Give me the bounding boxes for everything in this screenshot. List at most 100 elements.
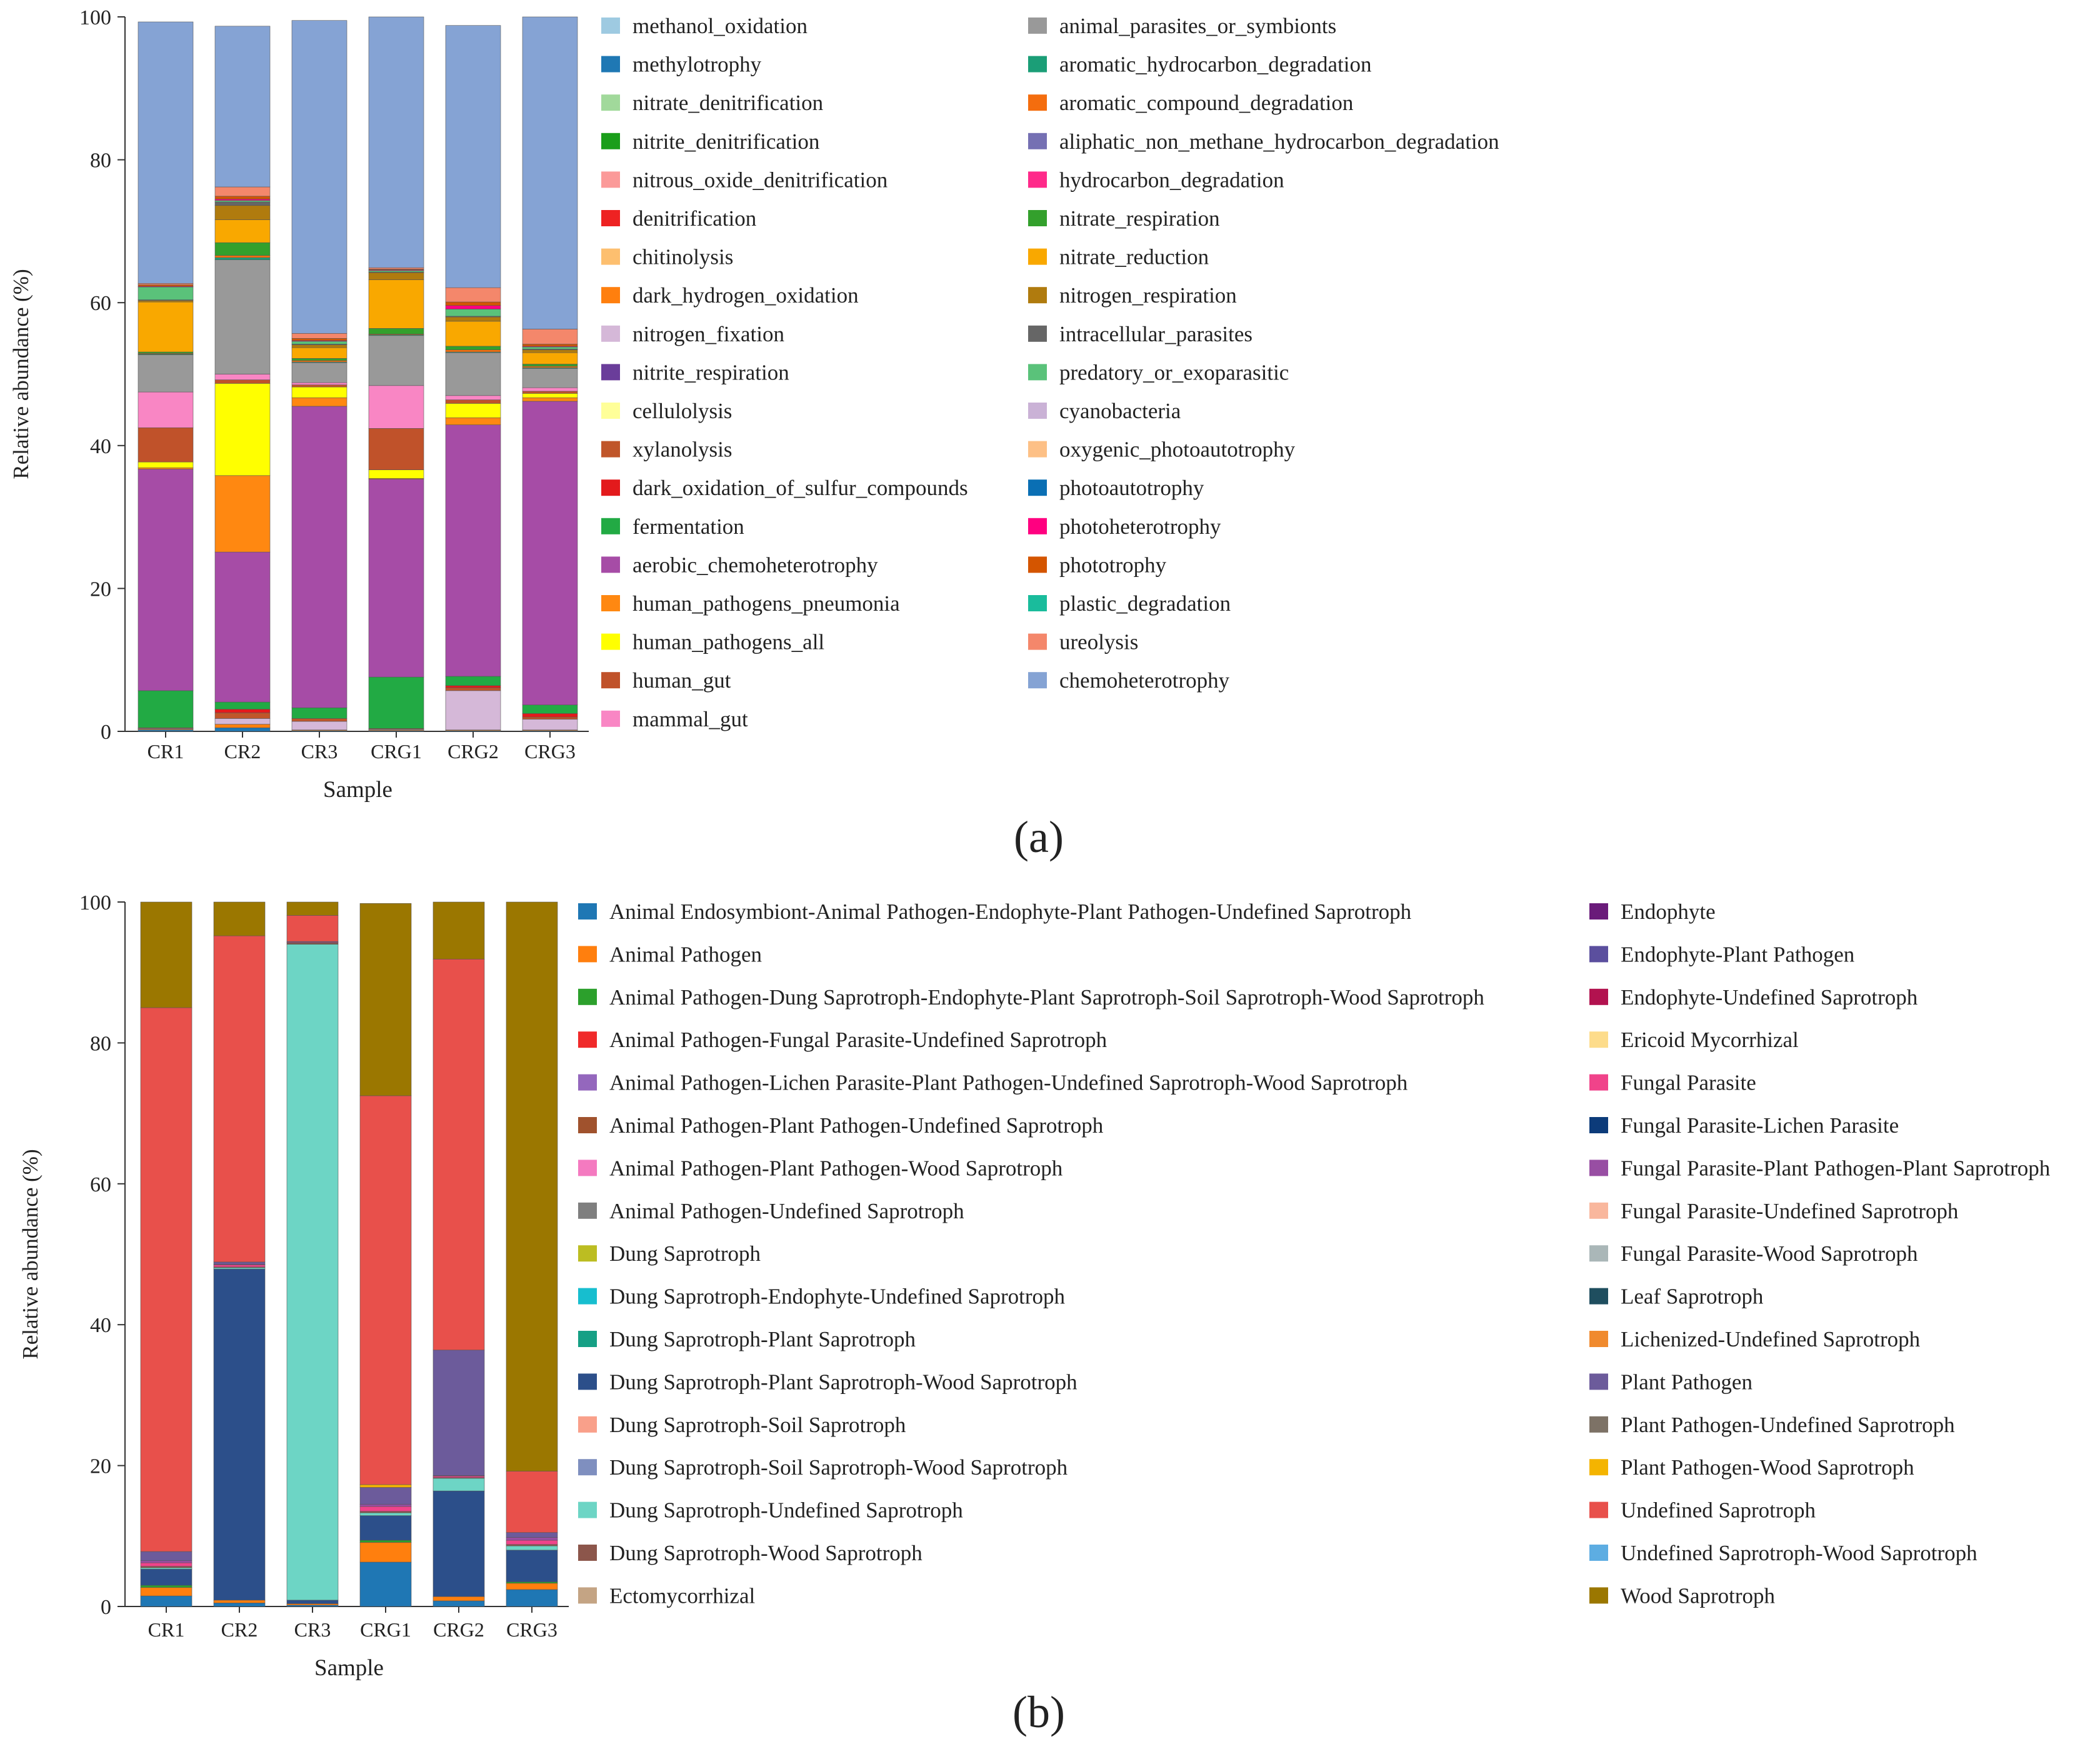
b-legend-swatch-endophyte-undefined-saprotroph [1589,988,1608,1005]
a-legend-label-human-pathogens-all: human_pathogens_all [632,630,824,654]
a-x-tick-label-cr3: CR3 [301,740,338,763]
a-bar-cr3-aromatic-compound-degradation [291,360,348,363]
a-bar-crg1-fermentation [368,676,424,729]
a-bar-crg2-ureolysis [445,287,501,303]
a-bar-crg3-chemoheterotrophy [522,16,578,329]
b-bar-crg2-plant-pathogen [432,1350,485,1476]
a-legend-label-aromatic-compound-degradation: aromatic_compound_degradation [1059,91,1353,115]
b-legend-label-wood-saprotroph: Wood Saprotroph [1621,1583,1776,1608]
panel-label-a: (a) [1014,812,1064,862]
b-bar-cr3-animal-endosymbiont-animal-pathogen-endophyte-plant-pathogen-undefined-saprotroph [286,1605,339,1607]
a-bar-cr2-predatory-or-exoparasitic [214,200,271,203]
a-legend-label-nitrite-respiration: nitrite_respiration [632,360,789,384]
a-bar-cr1-animal-parasites-or-symbionts [138,354,194,393]
a-bar-crg3-fermentation [522,704,578,714]
a-legend-label-nitrogen-fixation: nitrogen_fixation [632,322,784,346]
b-bar-crg3-dung-saprotroph-plant-saprotroph-wood-saprotroph [506,1550,558,1582]
b-bar-cr3-undefined-saprotroph [286,915,339,942]
b-bar-cr2-fungal-parasite [213,1265,266,1268]
a-bar-cr1-nitrate-reduction [138,301,194,353]
a-legend-swatch-ureolysis [1028,633,1047,650]
b-legend-swatch-fungal-parasite-undefined-saprotroph [1589,1202,1608,1219]
a-bar-crg2-dark-oxidation-of-sulfur-compounds [445,685,501,688]
a-bar-crg2-xylanolysis [445,687,501,691]
b-bar-cr1-animal-pathogen [140,1587,192,1596]
a-bar-crg3-human-pathogens-pneumonia [522,397,578,402]
a-bar-crg1-mammal-gut [368,385,424,429]
a-bar-cr2-intracellular-parasites [214,201,271,206]
b-bar-crg2-fungal-parasite [432,1476,485,1478]
a-legend-label-intracellular-parasites: intracellular_parasites [1059,322,1252,346]
b-legend-swatch-animal-pathogen-plant-pathogen-wood-saprotroph [578,1160,597,1176]
a-legend-swatch-plastic-degradation [1028,595,1047,611]
a-legend-swatch-fermentation [601,518,620,534]
a-bar-cr1-human-pathogens-pneumonia [138,467,194,469]
a-legend-label-nitrogen-respiration: nitrogen_respiration [1059,283,1237,308]
b-legend-swatch-dung-saprotroph [578,1245,597,1262]
b-bar-cr3-dung-saprotroph-undefined-saprotroph [286,944,339,1601]
a-legend-label-chemoheterotrophy: chemoheterotrophy [1059,668,1230,693]
b-legend-label-fungal-parasite: Fungal Parasite [1621,1071,1756,1095]
a-legend-swatch-denitrification [601,210,620,226]
a-bar-cr2-animal-parasites-or-symbionts [214,259,271,374]
a-bar-cr2-phototrophy [214,196,271,199]
b-legend-swatch-dung-saprotroph-plant-saprotroph [578,1331,597,1347]
a-legend-label-nitrite-denitrification: nitrite_denitrification [632,129,819,154]
a-y-axis-label: Relative abundance (%) [9,269,33,479]
a-x-tick-label-crg3: CRG3 [524,740,576,763]
b-bar-crg2-animal-endosymbiont-animal-pathogen-endophyte-plant-pathogen-undefined-saprotroph [432,1600,485,1607]
a-bar-crg2-nitrate-respiration [445,346,501,350]
a-bar-cr1-fermentation [138,690,194,728]
a-bar-crg2-nitrogen-respiration [445,316,501,322]
a-bar-cr1-predatory-or-exoparasitic [138,286,194,300]
a-bar-cr2-nitrogen-respiration [214,205,271,220]
b-legend-swatch-animal-pathogen-fungal-parasite-undefined-saprotroph [578,1031,597,1048]
b-legend-swatch-plant-pathogen [1589,1373,1608,1390]
b-bar-cr1-dung-saprotroph-plant-saprotroph-wood-saprotroph [140,1568,192,1586]
a-x-tick-label-cr1: CR1 [148,740,184,763]
b-legend-swatch-dung-saprotroph-endophyte-undefined-saprotroph [578,1288,597,1305]
b-legend-label-fungal-parasite-plant-pathogen-plant-saprotroph: Fungal Parasite-Plant Pathogen-Plant Sap… [1621,1156,2051,1180]
b-y-tick-label: 80 [90,1032,111,1055]
a-legend-swatch-photoheterotrophy [1028,518,1047,534]
b-legend-label-ectomycorrhizal: Ectomycorrhizal [609,1583,756,1608]
a-legend-label-photoautotrophy: photoautotrophy [1059,476,1204,500]
b-legend-label-dung-saprotroph-plant-saprotroph: Dung Saprotroph-Plant Saprotroph [609,1327,916,1351]
b-y-tick-label: 100 [79,891,111,915]
b-x-tick-label-cr2: CR2 [221,1618,258,1641]
a-bar-cr2-aerobic-chemoheterotrophy [214,551,271,703]
b-x-tick-label-crg2: CRG2 [433,1618,484,1641]
a-bar-cr3-phototrophy [291,338,348,341]
a-bar-crg2-nitrate-reduction [445,321,501,347]
a-legend-label-mammal-gut: mammal_gut [632,707,748,731]
b-bar-crg3-animal-pathogen-dung-saprotroph-endophyte-plant-saprotroph-soil-saprotroph-wood-saprotroph [506,1581,558,1584]
b-legend-label-animal-endosymbiont-animal-pathogen-endophyte-plant-pathogen-undefined-saprotroph: Animal Endosymbiont-Animal Pathogen-Endo… [609,900,1412,924]
a-legend-label-animal-parasites-or-symbionts: animal_parasites_or_symbionts [1059,14,1336,38]
a-bar-cr2-nitrate-respiration [214,242,271,256]
b-legend-swatch-ericoid-mycorrhizal [1589,1031,1608,1048]
a-bar-crg3-human-pathogens-all [522,393,578,398]
a-bar-crg2-aromatic-compound-degradation [445,349,501,353]
b-legend-label-animal-pathogen-fungal-parasite-undefined-saprotroph: Animal Pathogen-Fungal Parasite-Undefine… [609,1028,1108,1052]
b-legend-label-animal-pathogen-lichen-parasite-plant-pathogen-undefined-saprotroph-wood-saprotroph: Animal Pathogen-Lichen Parasite-Plant Pa… [609,1071,1408,1095]
a-bar-cr1-nitrogen-respiration [138,300,194,303]
b-legend-swatch-animal-endosymbiont-animal-pathogen-endophyte-plant-pathogen-undefined-saprotroph [578,903,597,920]
a-bar-cr1-mammal-gut [138,391,194,428]
b-x-tick-label-cr3: CR3 [294,1618,331,1641]
b-bar-crg1-dung-saprotroph-plant-saprotroph-wood-saprotroph [359,1515,412,1541]
b-legend-label-endophyte: Endophyte [1621,900,1716,924]
a-legend-label-chitinolysis: chitinolysis [632,245,733,269]
a-legend-swatch-oxygenic-photoautotrophy [1028,441,1047,458]
b-legend-label-animal-pathogen-plant-pathogen-undefined-saprotroph: Animal Pathogen-Plant Pathogen-Undefined… [609,1113,1104,1138]
a-legend-swatch-methanol-oxidation [601,18,620,34]
a-bar-crg3-animal-parasites-or-symbionts [522,368,578,388]
b-x-tick-label-crg3: CRG3 [506,1618,558,1641]
a-legend-swatch-mammal-gut [601,710,620,727]
b-bar-crg2-dung-saprotroph-undefined-saprotroph [432,1478,485,1491]
b-legend-swatch-fungal-parasite-wood-saprotroph [1589,1245,1608,1262]
b-legend-swatch-dung-saprotroph-plant-saprotroph-wood-saprotroph [578,1373,597,1390]
b-bar-cr1-dung-saprotroph-undefined-saprotroph [140,1567,192,1570]
b-legend-label-dung-saprotroph-plant-saprotroph-wood-saprotroph: Dung Saprotroph-Plant Saprotroph-Wood Sa… [609,1370,1078,1394]
b-legend-swatch-animal-pathogen-undefined-saprotroph [578,1202,597,1219]
